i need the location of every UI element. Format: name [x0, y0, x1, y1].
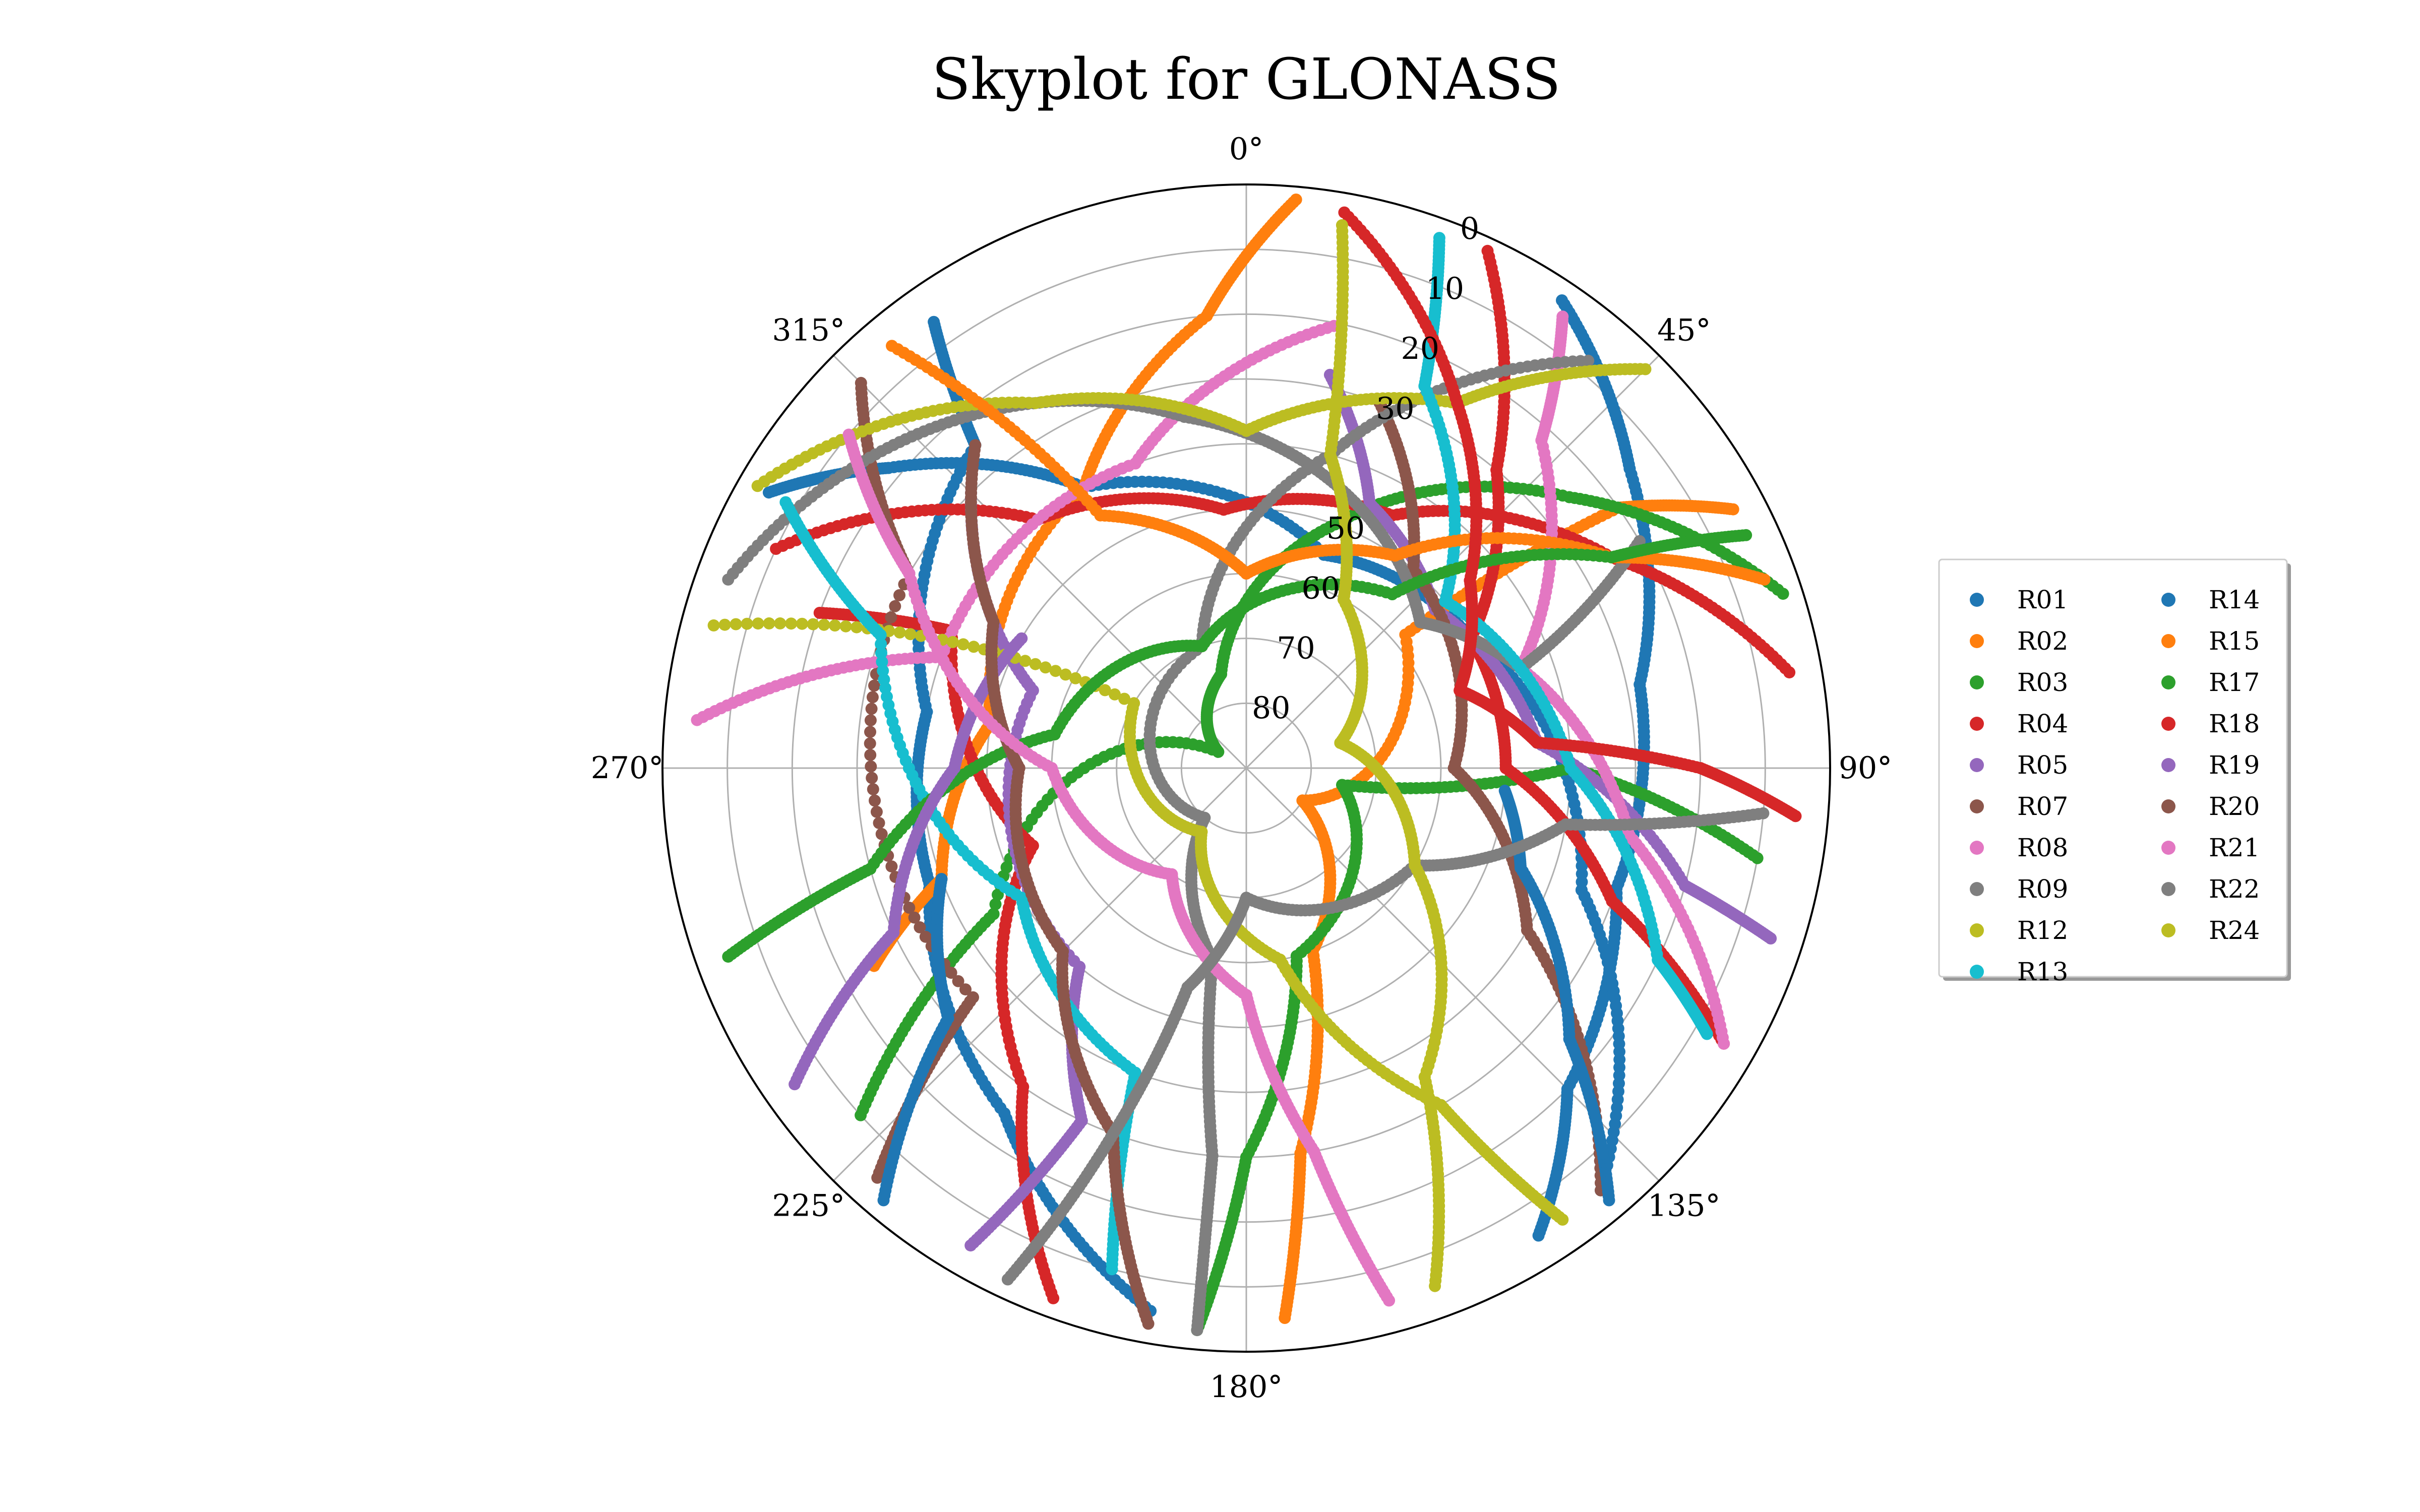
track-point	[869, 794, 881, 807]
track-point	[1765, 932, 1777, 944]
track-point	[1639, 363, 1652, 375]
track-point	[1532, 1229, 1545, 1242]
track-point	[893, 626, 906, 639]
track-point	[952, 975, 964, 987]
track-point	[865, 703, 878, 715]
track-point	[992, 889, 1004, 901]
track-point	[864, 749, 877, 761]
track-point	[1582, 354, 1595, 367]
track-point	[770, 543, 782, 555]
track-point	[871, 1171, 884, 1184]
track-point	[893, 589, 905, 601]
track-point	[935, 873, 948, 885]
track-point	[864, 714, 877, 727]
track-point	[796, 617, 808, 630]
track-point	[908, 911, 921, 924]
track-point	[989, 898, 1002, 911]
track-point	[946, 636, 959, 648]
track-point	[875, 828, 888, 840]
track-point	[914, 921, 926, 933]
track-point	[959, 983, 972, 996]
track-point	[829, 619, 841, 632]
track-point	[864, 726, 876, 738]
track-point	[1481, 244, 1494, 257]
track-point	[818, 618, 830, 631]
track-point	[851, 621, 863, 634]
track-point	[919, 930, 932, 943]
track-point	[1751, 852, 1764, 864]
track-point	[873, 816, 885, 829]
track-point	[1701, 1028, 1713, 1040]
track-point	[1498, 784, 1511, 797]
track-point	[855, 1109, 867, 1121]
track-point	[903, 902, 916, 914]
track-point	[774, 617, 786, 629]
track-point	[868, 679, 880, 692]
track-point	[864, 737, 876, 750]
series-layer	[691, 194, 1802, 1337]
track-point	[752, 617, 764, 630]
track-point	[1740, 529, 1752, 541]
grid-spoke	[833, 355, 1247, 769]
track-point	[867, 783, 879, 795]
track-point	[730, 618, 742, 631]
track-point	[886, 340, 898, 352]
track-point	[904, 628, 917, 641]
track-point	[691, 714, 703, 726]
track-point	[885, 860, 898, 873]
track-point	[807, 618, 819, 631]
track-point	[1556, 310, 1569, 323]
track-point	[945, 967, 957, 979]
track-point	[866, 691, 879, 704]
track-point	[1019, 655, 1032, 667]
track-point	[967, 641, 980, 653]
track-point	[866, 772, 878, 784]
track-point	[785, 617, 798, 630]
track-point	[1106, 1263, 1118, 1276]
track-point	[889, 600, 901, 612]
track-point	[870, 805, 883, 818]
track-point	[718, 618, 731, 631]
track-point	[707, 619, 720, 632]
track-point	[813, 607, 826, 619]
track-point	[1727, 503, 1739, 516]
track-point	[928, 316, 940, 328]
track-point	[763, 617, 775, 629]
track-point	[957, 638, 970, 651]
track-point	[885, 611, 897, 623]
polar-frame	[661, 183, 1831, 1353]
track-point	[865, 760, 877, 773]
track-point	[741, 617, 753, 630]
chart-title: Skyplot for GLONASS	[932, 47, 1560, 112]
track-point	[839, 620, 852, 633]
